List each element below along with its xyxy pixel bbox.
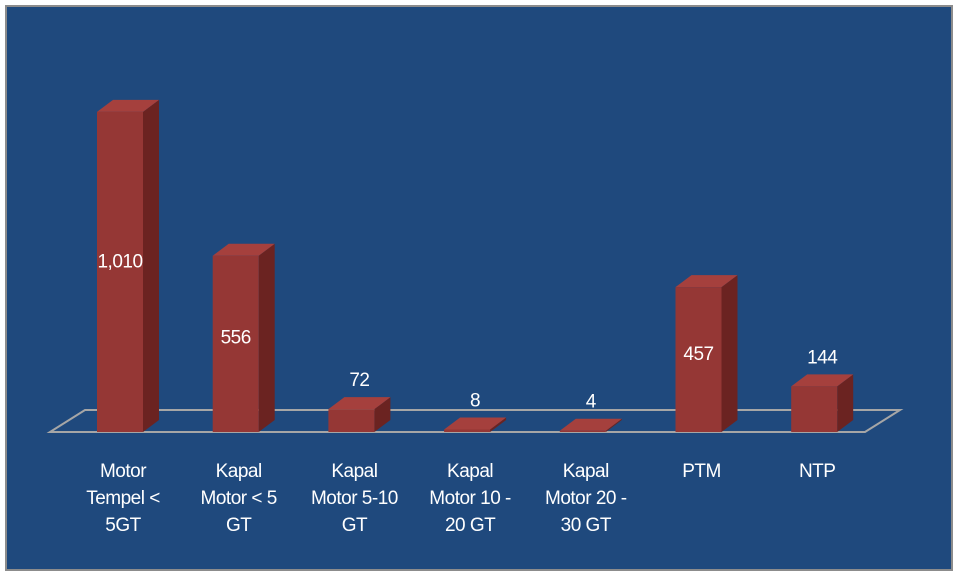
bar-side xyxy=(837,374,854,432)
bar xyxy=(328,409,375,432)
bar-side xyxy=(258,243,275,432)
bar-top xyxy=(212,243,275,256)
bar xyxy=(212,255,259,432)
x-tick-label: PTM xyxy=(682,461,721,482)
background xyxy=(5,5,953,571)
value-label: 556 xyxy=(221,328,251,349)
bar-side xyxy=(605,418,622,432)
bar xyxy=(444,429,491,432)
bar-side xyxy=(721,275,738,432)
value-label: 4 xyxy=(586,392,597,413)
bar-side xyxy=(490,417,507,432)
bar-side xyxy=(374,397,391,432)
value-label: 72 xyxy=(349,370,369,391)
bar-top xyxy=(559,418,622,431)
bar-top xyxy=(328,397,391,410)
x-tick-label: Kapal Motor 5-10 GT xyxy=(310,461,398,536)
bar-top xyxy=(97,99,159,112)
x-tick-label: Kapal Motor 20 - 30 GT xyxy=(545,461,627,536)
value-label: 144 xyxy=(807,347,838,368)
bar-top xyxy=(444,417,507,430)
bar xyxy=(675,287,722,432)
bar-side xyxy=(143,99,159,432)
value-label: 1,010 xyxy=(97,251,142,272)
value-label: 457 xyxy=(683,344,713,365)
x-tick-label: Kapal Motor < 5 GT xyxy=(200,461,278,536)
bar xyxy=(791,386,838,432)
x-tick-label: NTP xyxy=(798,461,836,482)
bar xyxy=(559,430,606,432)
x-tick-label: Kapal Motor 10 - 20 GT xyxy=(429,461,511,536)
x-tick-label: Motor Tempel < 5GT xyxy=(86,461,160,536)
bar-top xyxy=(791,374,854,387)
bar xyxy=(97,111,143,432)
bar-top xyxy=(675,275,738,288)
value-label: 8 xyxy=(470,390,480,411)
